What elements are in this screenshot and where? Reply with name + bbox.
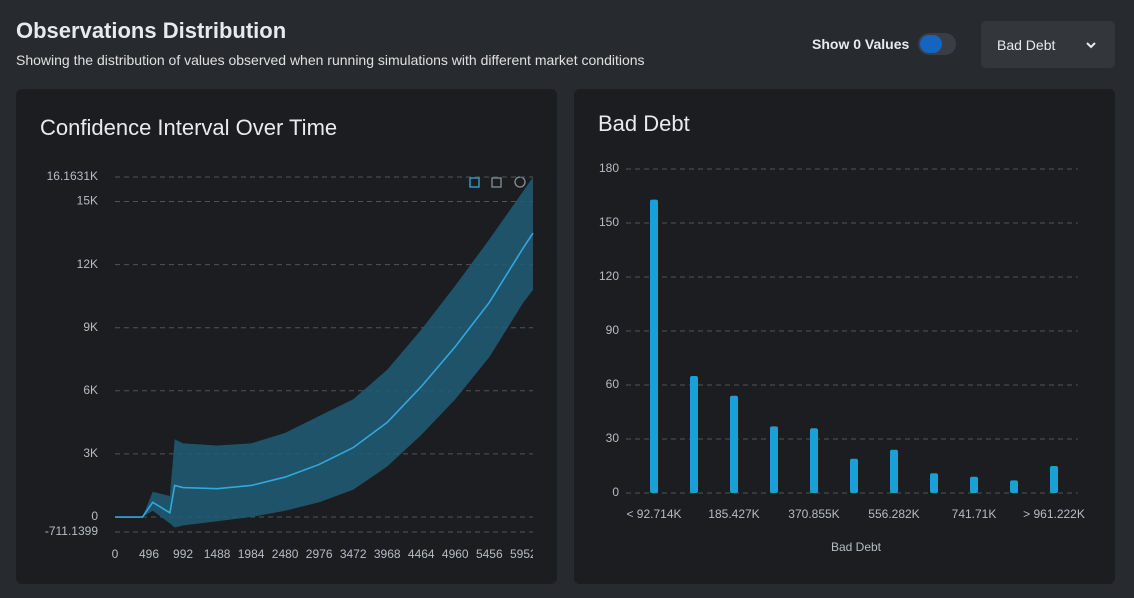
x-tick-label: 1984 bbox=[238, 547, 265, 561]
y-tick-label: 6K bbox=[83, 383, 98, 397]
x-tick-label: 556.282K bbox=[868, 507, 919, 521]
toolbar[interactable] bbox=[469, 176, 526, 188]
x-tick-label: 3472 bbox=[340, 547, 367, 561]
chart-title: Confidence Interval Over Time bbox=[40, 115, 337, 140]
bar bbox=[850, 458, 858, 493]
bar bbox=[890, 449, 898, 493]
y-tick-label: 30 bbox=[606, 431, 620, 445]
y-tick-label: 0 bbox=[91, 509, 98, 523]
chevron bbox=[1086, 42, 1096, 49]
panel: Bad Debt 0 30 60 90 120 150 180 < 92.714K 185.427… bbox=[574, 89, 1115, 584]
y-tick-label: 3K bbox=[83, 446, 98, 460]
chart: Bad Debt 0 30 60 90 120 150 180 < 92.714K 185.427… bbox=[598, 111, 1085, 554]
x-tick-label: 992 bbox=[173, 547, 193, 561]
x-tick-label: 741.71K bbox=[952, 507, 997, 521]
bar bbox=[1050, 466, 1058, 493]
y-tick-label: 180 bbox=[599, 161, 619, 175]
x-tick-label: 0 bbox=[112, 547, 119, 561]
bar bbox=[930, 473, 938, 493]
y-tick-label: 60 bbox=[606, 377, 620, 391]
x-tick-label: 496 bbox=[139, 547, 159, 561]
y-tick-label: 120 bbox=[599, 269, 619, 283]
toggle-label: Show 0 Values bbox=[812, 36, 910, 52]
page-title: Observations Distribution bbox=[16, 18, 287, 43]
bar bbox=[810, 428, 818, 493]
page-subtitle: Showing the distribution of values obser… bbox=[16, 52, 645, 68]
x-tick-label: 4464 bbox=[408, 547, 435, 561]
x-tick-label: 5456 bbox=[476, 547, 503, 561]
toggle[interactable] bbox=[918, 33, 956, 55]
x-tick-label: 2976 bbox=[306, 547, 333, 561]
y-tick-label: 90 bbox=[606, 323, 620, 337]
dropdown-value: Bad Debt bbox=[997, 37, 1056, 53]
x-tick-label: 3968 bbox=[374, 547, 401, 561]
y-tick-label: 150 bbox=[599, 215, 619, 229]
y-tick-label: 0 bbox=[612, 485, 619, 499]
chart: Confidence Interval Over Time 16.1631K 15K… bbox=[40, 115, 537, 561]
x-tick-label: 5952 bbox=[510, 547, 537, 561]
y-tick-label: 12K bbox=[77, 257, 98, 271]
toggle-knob bbox=[920, 35, 942, 53]
bar bbox=[690, 376, 698, 493]
y-tick-label: 9K bbox=[83, 320, 98, 334]
chart-title: Bad Debt bbox=[598, 111, 690, 136]
mean-line bbox=[115, 232, 534, 518]
y-tick-label: -711.1399 bbox=[45, 524, 98, 538]
x-tick-label: 1488 bbox=[204, 547, 231, 561]
x-tick-label: < 92.714K bbox=[626, 507, 681, 521]
bar bbox=[970, 476, 978, 493]
x-tick-label: 2480 bbox=[272, 547, 299, 561]
bar bbox=[1010, 480, 1018, 493]
bar bbox=[650, 199, 658, 493]
bar bbox=[770, 426, 778, 493]
y-tick-label: 16.1631K bbox=[47, 169, 98, 183]
dropdown[interactable]: Bad Debt bbox=[981, 21, 1115, 68]
x-tick-label: 185.427K bbox=[708, 507, 759, 521]
y-tick-label: 15K bbox=[77, 194, 98, 208]
x-tick-label: 4960 bbox=[442, 547, 469, 561]
x-tick-label: > 961.222K bbox=[1023, 507, 1085, 521]
confidence-band bbox=[115, 177, 533, 528]
panel: Confidence Interval Over Time 16.1631K 15K… bbox=[16, 89, 557, 584]
bar bbox=[730, 395, 738, 493]
x-axis-label: Bad Debt bbox=[831, 540, 882, 554]
x-tick-label: 370.855K bbox=[788, 507, 839, 521]
